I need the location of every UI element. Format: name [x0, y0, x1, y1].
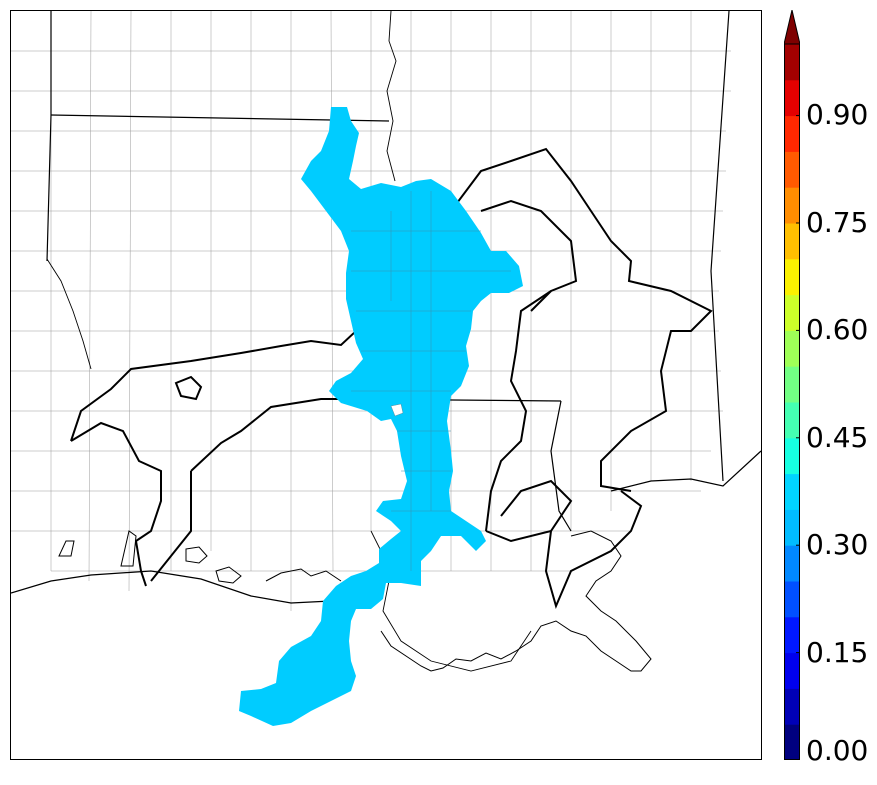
county-lines-over-field [351, 191, 511, 571]
colorbar-tick-label: 0.75 [806, 206, 869, 239]
colorbar-tick-label: 0.00 [806, 734, 869, 767]
colorbar-level [784, 44, 800, 81]
colorbar-level [784, 366, 800, 403]
colorbar-level [784, 545, 800, 582]
colorbar [784, 10, 800, 760]
colorbar-level [784, 151, 800, 188]
colorbar-level [784, 330, 800, 367]
colorbar-level [784, 79, 800, 117]
colorbar-level [784, 402, 800, 439]
colorbar-level [784, 437, 800, 475]
colorbar-tick-label: 0.15 [806, 636, 869, 669]
colorbar-level [784, 187, 800, 224]
colorbar-level [784, 223, 800, 260]
colorbar-tick-label: 0.30 [806, 528, 869, 561]
colorbar-extend-arrow [784, 10, 800, 45]
shaded-region [239, 107, 523, 726]
colorbar-level [784, 115, 800, 152]
colorbar-level [784, 652, 800, 689]
colorbar-tick-label: 0.60 [806, 313, 869, 346]
colorbar-level [784, 581, 800, 618]
colorbar-tick-label: 0.45 [806, 421, 869, 454]
shaded-region-hole [390, 403, 404, 417]
state-lines [11, 11, 761, 604]
colorbar-tick-label: 0.90 [806, 98, 869, 131]
colorbar-level [784, 473, 800, 510]
colorbar-level [784, 616, 800, 654]
colorbar-frame [784, 43, 800, 760]
coastline [58, 530, 652, 672]
basin-outline [70, 147, 713, 609]
colorbar-level [784, 258, 800, 296]
colorbar-level [784, 509, 800, 546]
colorbar-level [784, 688, 800, 725]
map-canvas [11, 11, 761, 726]
map-panel [10, 10, 762, 760]
colorbar-level [784, 294, 800, 331]
colorbar-level [784, 724, 800, 760]
